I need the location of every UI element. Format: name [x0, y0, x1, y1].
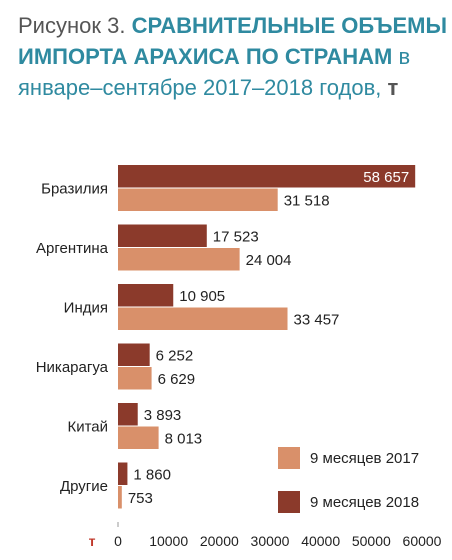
x-axis-unit: т: [89, 533, 96, 549]
value-label-2018-2: 10 905: [179, 288, 225, 305]
category-label-4: Китай: [67, 419, 108, 436]
x-tick-label-0: 0: [114, 533, 122, 549]
title-main: СРАВНИТЕЛЬНЫЕ ОБЪЕМЫ ИМПОРТА АРАХИСА ПО …: [18, 13, 447, 69]
value-label-2018-1: 17 523: [213, 228, 259, 245]
category-label-3: Никарагуа: [36, 359, 109, 376]
bar-2018-3: [118, 343, 150, 366]
bar-2017-3: [118, 367, 152, 390]
value-label-2018-4: 3 893: [144, 407, 182, 424]
bar-2018-5: [118, 462, 128, 485]
bar-2018-4: [118, 403, 138, 426]
bar-2018-2: [118, 284, 174, 307]
bar-2017-2: [118, 307, 288, 330]
bar-2017-4: [118, 426, 159, 449]
x-tick-label-6: 60000: [403, 533, 442, 549]
category-label-1: Аргентина: [36, 240, 109, 257]
value-label-2017-2: 33 457: [294, 311, 340, 328]
category-label-5: Другие: [60, 478, 108, 495]
value-label-2017-0: 31 518: [284, 192, 330, 209]
x-tick-label-5: 50000: [352, 533, 391, 549]
x-tick-label-1: 10000: [149, 533, 188, 549]
legend-swatch-0: [278, 447, 300, 469]
legend-swatch-1: [278, 491, 300, 513]
value-label-2017-1: 24 004: [246, 252, 292, 269]
title-unit: т: [387, 75, 399, 100]
title-prefix: Рисунок 3.: [18, 13, 126, 38]
chart-title: Рисунок 3. СРАВНИТЕЛЬНЫЕ ОБЪЕМЫ ИМПОРТА …: [18, 10, 448, 103]
x-tick-label-3: 30000: [251, 533, 290, 549]
x-tick-label-4: 40000: [301, 533, 340, 549]
legend-label-1: 9 месяцев 2018: [310, 494, 419, 511]
bar-2017-1: [118, 248, 240, 271]
x-tick-label-2: 20000: [200, 533, 239, 549]
category-label-2: Индия: [64, 300, 108, 317]
category-label-0: Бразилия: [41, 181, 108, 198]
value-label-2018-5: 1 860: [133, 466, 171, 483]
bar-2018-1: [118, 224, 207, 247]
value-label-2017-5: 753: [128, 490, 153, 507]
value-label-2017-4: 8 013: [165, 430, 203, 447]
value-label-2018-0: 58 657: [363, 169, 409, 186]
value-label-2017-3: 6 629: [158, 371, 196, 388]
value-label-2018-3: 6 252: [156, 347, 194, 364]
title-period: в январе–сентябре 2017–2018 годов,: [18, 44, 411, 100]
bar-2018-0: [118, 165, 416, 188]
legend-label-0: 9 месяцев 2017: [310, 450, 419, 467]
bar-2017-5: [118, 486, 122, 509]
bar-2017-0: [118, 188, 278, 211]
